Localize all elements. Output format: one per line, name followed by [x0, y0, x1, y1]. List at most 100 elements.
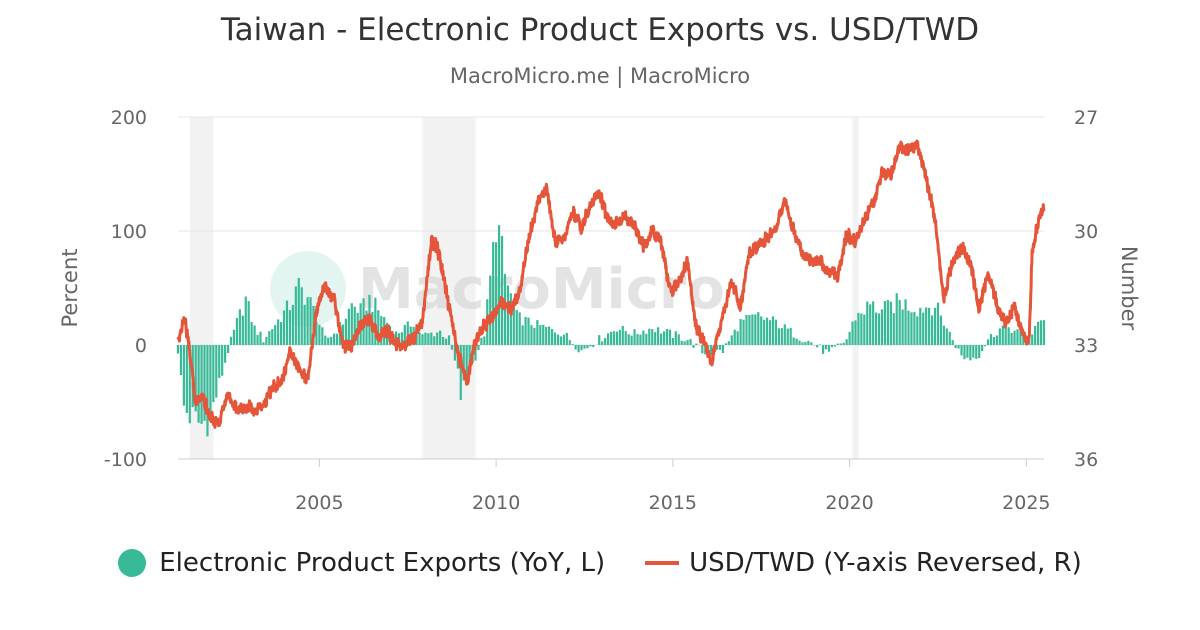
- exports-bar: [668, 329, 672, 345]
- exports-bar: [715, 345, 719, 350]
- exports-bar: [480, 337, 483, 345]
- exports-bar: [527, 317, 530, 345]
- exports-bar: [453, 345, 456, 361]
- exports-bar: [948, 331, 951, 345]
- exports-bar: [730, 335, 733, 345]
- exports-bar: [774, 319, 778, 345]
- exports-bar: [677, 334, 680, 345]
- exports-bar: [583, 345, 586, 349]
- exports-bar: [335, 333, 339, 345]
- exports-bar: [400, 332, 403, 345]
- exports-bar: [783, 324, 786, 345]
- exports-bar: [892, 313, 895, 345]
- exports-bar: [898, 300, 901, 345]
- exports-bar: [601, 341, 604, 345]
- left-axis-tick-label: -100: [104, 449, 147, 471]
- exports-bar: [474, 345, 477, 361]
- exports-bar: [274, 325, 277, 345]
- exports-bar: [606, 333, 610, 345]
- x-axis-tick-label: 2015: [649, 492, 697, 514]
- exports-bar: [277, 319, 280, 345]
- exports-bar: [568, 340, 571, 345]
- exports-bar: [586, 345, 589, 349]
- exports-bar: [742, 319, 745, 345]
- exports-bar: [621, 325, 624, 345]
- exports-bar: [271, 329, 274, 345]
- exports-bar: [701, 345, 704, 354]
- exports-bar: [468, 345, 471, 375]
- exports-bar: [1010, 332, 1013, 345]
- exports-bar: [839, 343, 842, 345]
- exports-bar: [224, 345, 227, 363]
- exports-bar: [786, 328, 789, 345]
- exports-bar: [936, 302, 940, 345]
- exports-bar: [904, 299, 907, 345]
- right-axis-tick-label: 30: [1074, 221, 1098, 243]
- exports-bar: [928, 307, 931, 345]
- exports-bar: [913, 311, 916, 345]
- exports-bar: [256, 334, 259, 345]
- exports-bar: [442, 336, 445, 345]
- exports-bar: [562, 334, 565, 345]
- exports-bar: [353, 306, 356, 345]
- exports-bar: [300, 287, 303, 345]
- exports-bar: [279, 321, 283, 345]
- exports-bar: [459, 345, 462, 400]
- exports-bar: [203, 345, 206, 421]
- exports-bar: [350, 303, 353, 345]
- exports-bar: [951, 340, 954, 345]
- exports-bar: [671, 337, 674, 345]
- exports-bar: [689, 338, 692, 345]
- series-usdtwd-line: [176, 139, 1046, 429]
- exports-bar: [229, 336, 233, 345]
- left-axis-tick-label: 0: [135, 335, 147, 357]
- exports-bar: [315, 322, 318, 345]
- exports-bar: [1022, 332, 1025, 345]
- legend-item-exports[interactable]: Electronic Product Exports (YoY, L): [118, 548, 605, 578]
- exports-bar: [618, 329, 621, 345]
- exports-bar: [612, 331, 616, 345]
- exports-bar: [889, 301, 892, 345]
- exports-bar: [533, 327, 536, 345]
- exports-bar: [819, 344, 822, 345]
- exports-bar: [718, 345, 722, 350]
- exports-bar: [662, 331, 666, 345]
- exports-bar: [268, 331, 271, 345]
- exports-bar: [489, 275, 492, 345]
- exports-bar: [406, 321, 409, 345]
- exports-bar: [615, 331, 618, 345]
- exports-bar: [692, 345, 695, 348]
- exports-bar: [957, 345, 960, 349]
- exports-bar: [810, 342, 813, 345]
- chart-subtitle: MacroMicro.me | MacroMicro: [449, 64, 751, 88]
- exports-bar: [524, 316, 527, 345]
- exports-bar: [539, 325, 542, 345]
- exports-bar: [433, 336, 436, 345]
- legend-item-usdtwd[interactable]: USD/TWD (Y-axis Reversed, R): [645, 548, 1082, 578]
- exports-bar: [580, 345, 583, 351]
- exports-bar: [530, 325, 533, 345]
- exports-bar: [1016, 329, 1019, 345]
- exports-bar: [978, 345, 981, 358]
- exports-bar: [854, 320, 857, 345]
- exports-bar: [972, 345, 975, 358]
- exports-bar: [986, 339, 990, 345]
- chart-plot-area: MacroMicro 200 100 0 -100 27 30 33 36 2005 2010 201…: [58, 107, 1141, 514]
- exports-bar: [969, 345, 972, 361]
- legend-label-usdtwd: USD/TWD (Y-axis Reversed, R): [689, 548, 1082, 578]
- right-axis-title: Number: [1117, 246, 1141, 331]
- exports-bar: [1031, 334, 1034, 345]
- right-axis-tick-label: 33: [1074, 335, 1098, 357]
- exports-bar: [845, 339, 848, 345]
- exports-bar: [545, 326, 548, 345]
- exports-bar: [1001, 325, 1004, 345]
- exports-bar: [777, 328, 780, 345]
- exports-bar: [922, 312, 925, 345]
- exports-bar: [571, 344, 574, 345]
- chart-legend: Electronic Product Exports (YoY, L) USD/…: [0, 548, 1200, 578]
- x-axis-tick-label: 2025: [1002, 492, 1050, 514]
- exports-bar: [680, 340, 683, 345]
- exports-bar: [282, 310, 286, 345]
- exports-bar: [816, 345, 819, 348]
